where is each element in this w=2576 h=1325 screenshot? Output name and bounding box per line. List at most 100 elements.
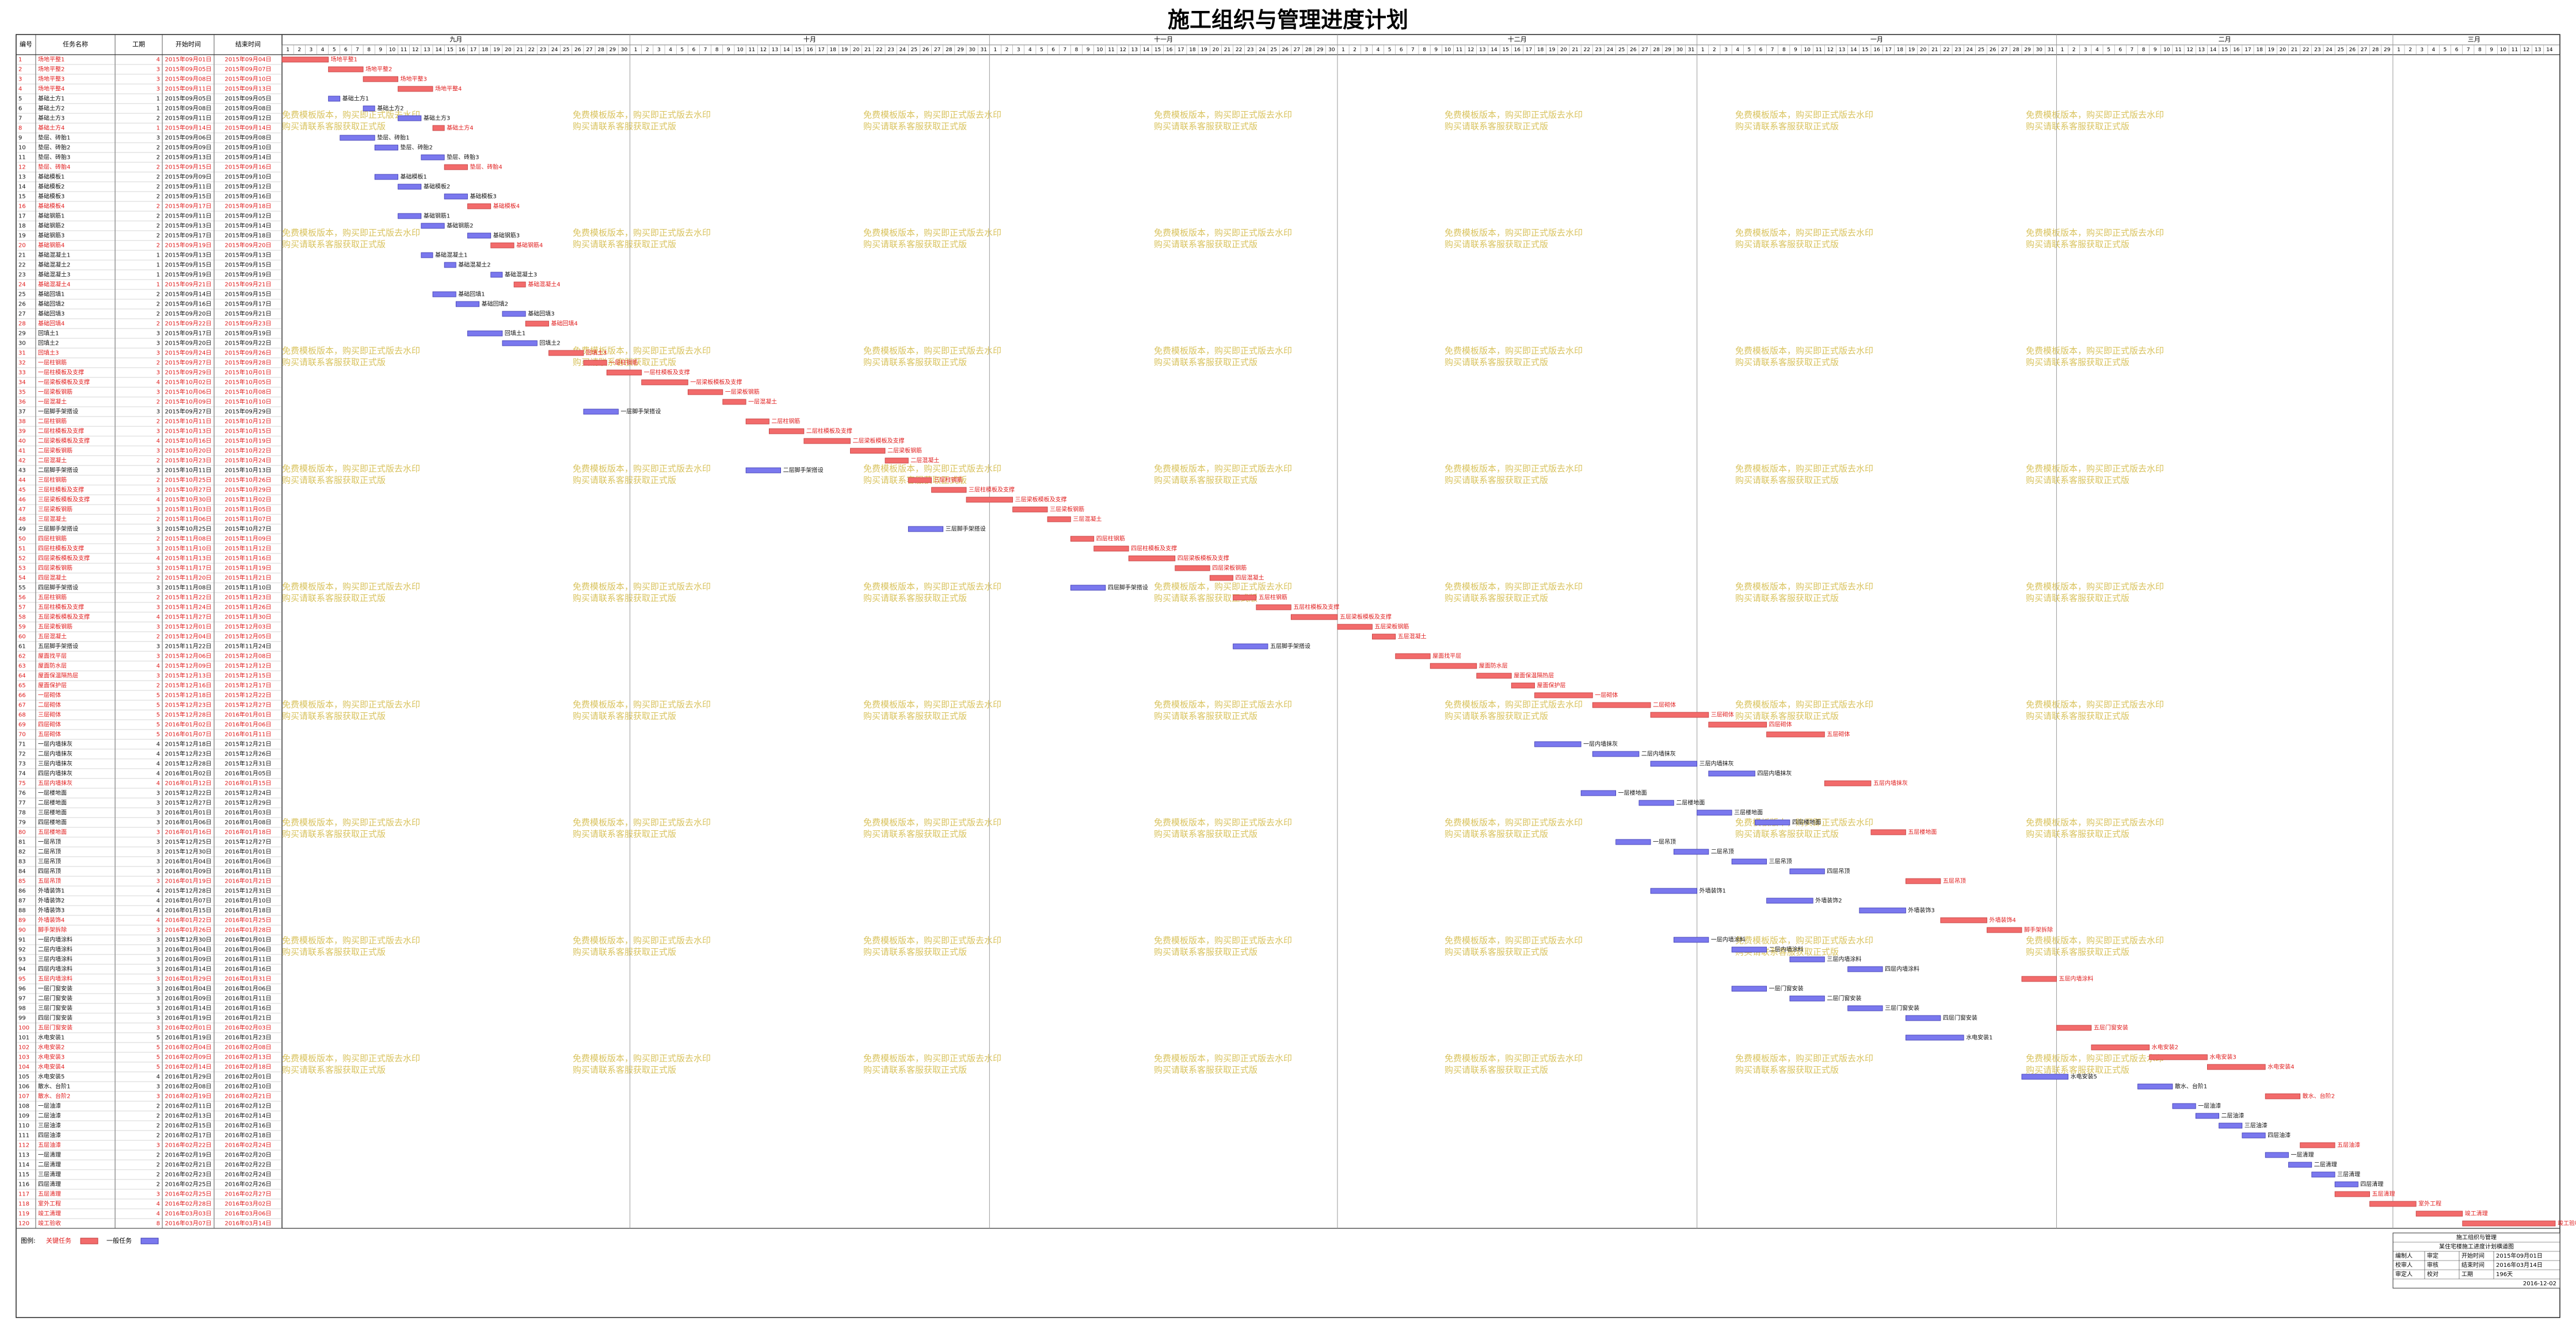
bar-label: 二层柱钢筋 (771, 418, 800, 425)
task-start: 2015年09月11日 (165, 212, 212, 220)
day-label: 20 (505, 47, 512, 53)
task-end: 2016年02月08日 (225, 1044, 272, 1051)
task-start: 2016年01月04日 (165, 985, 212, 992)
day-label: 1 (994, 47, 997, 53)
bar-label: 一层内墙涂料 (1711, 936, 1746, 944)
day-label: 14 (2210, 47, 2217, 53)
day-label: 7 (1063, 47, 1066, 53)
task-name: 基础土方2 (38, 105, 64, 112)
day-label: 6 (2455, 47, 2459, 53)
task-id: 120 (18, 1221, 29, 1227)
day-label: 23 (2314, 47, 2320, 53)
task-name: 三层柱模板及支撑 (38, 486, 84, 494)
task-end: 2016年01月05日 (225, 770, 272, 777)
task-id: 117 (18, 1192, 29, 1198)
task-start: 2015年11月10日 (165, 545, 212, 552)
task-name: 场地平整3 (38, 75, 64, 83)
task-bar (1175, 565, 1210, 571)
watermark: 免费模板版本，购买即正式版去水印 (1735, 935, 1873, 946)
bar-label: 三层柱模板及支撑 (969, 486, 1015, 494)
task-duration: 2 (157, 243, 160, 249)
task-end: 2015年09月13日 (225, 251, 272, 259)
task-end: 2015年11月24日 (225, 643, 272, 650)
task-name: 四层门窗安装 (38, 1014, 73, 1022)
task-id: 12 (18, 165, 26, 171)
bar-label: 二层梁板模板及支撑 (853, 437, 905, 445)
task-end: 2015年10月27日 (225, 525, 272, 533)
task-id: 13 (18, 174, 26, 181)
day-label: 14 (1850, 47, 1857, 53)
watermark: 购买请联系客服获取正式版 (282, 239, 386, 250)
task-bar (2242, 1132, 2266, 1139)
task-bar (1209, 575, 1233, 581)
task-id: 22 (18, 262, 26, 269)
task-id: 94 (18, 967, 26, 973)
task-start: 2016年01月22日 (165, 917, 212, 924)
task-start: 2016年01月12日 (165, 780, 212, 787)
bar-label: 五层柱模板及支撑 (1293, 604, 1339, 611)
day-label: 29 (1317, 47, 1324, 53)
task-duration: 3 (157, 791, 160, 797)
bar-label: 三层梁板钢筋 (1050, 506, 1084, 513)
task-end: 2015年10月13日 (225, 467, 272, 474)
task-start: 2015年11月13日 (165, 555, 212, 562)
day-label: 25 (1618, 47, 1625, 53)
task-start: 2015年09月15日 (165, 261, 212, 269)
task-duration: 1 (157, 253, 160, 259)
task-id: 48 (18, 517, 26, 523)
task-end: 2016年01月06日 (225, 985, 272, 992)
task-bar (1430, 663, 1477, 669)
task-bar (2207, 1064, 2266, 1070)
task-name: 场地平整1 (38, 56, 64, 63)
day-label: 9 (2490, 47, 2493, 53)
watermark: 免费模板版本，购买即正式版去水印 (282, 700, 420, 710)
task-name: 基础土方4 (38, 124, 64, 132)
task-duration: 2 (157, 575, 160, 582)
task-end: 2016年01月06日 (225, 858, 272, 865)
task-id: 86 (18, 888, 26, 895)
day-label: 9 (1087, 47, 1090, 53)
bar-label: 五层楼地面 (1908, 828, 1937, 836)
watermark: 免费模板版本，购买即正式版去水印 (863, 1053, 1001, 1064)
task-start: 2016年02月08日 (165, 1083, 212, 1090)
task-bar (1859, 907, 1906, 914)
day-label: 23 (1954, 47, 1961, 53)
task-duration: 3 (157, 644, 160, 650)
column-header: 任务名称 (63, 40, 88, 48)
info-cell: 工期 (2461, 1271, 2473, 1278)
task-start: 2015年12月30日 (165, 848, 212, 856)
task-duration: 4 (157, 556, 160, 562)
task-name: 基础模板3 (38, 193, 64, 200)
task-id: 54 (18, 575, 26, 582)
task-duration: 3 (157, 869, 160, 875)
task-bar (1697, 809, 1732, 816)
task-duration: 3 (157, 1143, 160, 1149)
task-start: 2016年01月01日 (165, 809, 212, 816)
task-name: 四层吊顶 (38, 868, 61, 875)
task-bar (363, 105, 375, 112)
day-label: 17 (470, 47, 477, 53)
info-cell: 校对 (2427, 1270, 2438, 1278)
bar-label: 四层脚手架搭设 (1108, 584, 1148, 591)
task-id: 52 (18, 556, 26, 562)
task-duration: 5 (157, 1055, 160, 1061)
task-end: 2015年11月30日 (225, 613, 272, 621)
bar-label: 基础土方4 (447, 124, 473, 132)
day-label: 10 (389, 47, 396, 53)
task-bar (444, 262, 456, 268)
task-duration: 4 (157, 380, 160, 386)
watermark: 免费模板版本，购买即正式版去水印 (2026, 1053, 2164, 1064)
day-label: 1 (1701, 47, 1705, 53)
task-end: 2016年01月01日 (225, 936, 272, 944)
watermark: 购买请联系客服获取正式版 (573, 593, 676, 604)
task-bar (1476, 673, 1512, 679)
task-name: 四层梁板钢筋 (38, 564, 73, 572)
info-cell: 2015年09月01日 (2496, 1252, 2543, 1259)
watermark: 购买请联系客服获取正式版 (1154, 593, 1257, 604)
day-label: 2 (2409, 47, 2412, 53)
task-name: 基础钢筋4 (38, 242, 64, 249)
task-duration: 2 (157, 634, 160, 640)
day-label: 1 (2061, 47, 2064, 53)
day-label: 21 (516, 47, 523, 53)
task-name: 四层柱模板及支撑 (38, 545, 84, 552)
